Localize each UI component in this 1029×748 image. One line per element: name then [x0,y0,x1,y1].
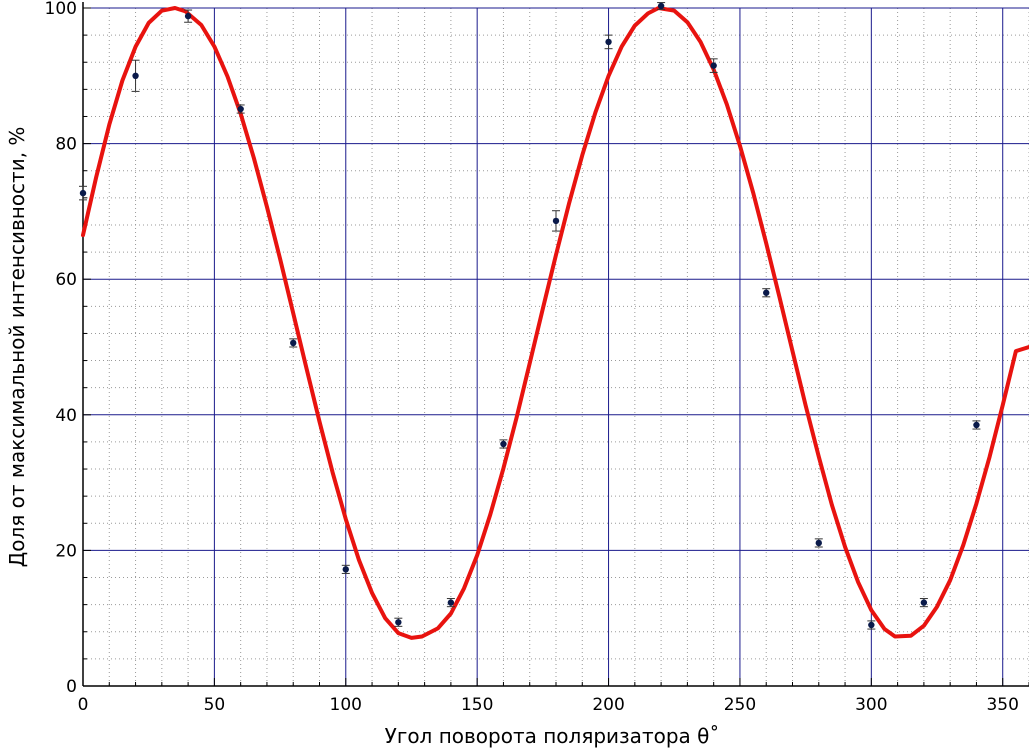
data-point-marker [184,12,192,20]
data-point [289,338,298,348]
data-point-marker [342,566,349,573]
data-point [552,210,560,232]
data-point [446,598,455,608]
data-point-marker [973,421,980,429]
y-tick-label: 20 [55,541,77,561]
data-point [184,9,193,23]
y-axis-title: Доля от максимальной интенсивности, % [5,127,29,568]
x-tick-label: 200 [592,695,624,715]
data-point [499,439,508,449]
data-point-marker [920,599,928,606]
data-point-marker [605,38,612,46]
minor-grid [83,8,1029,686]
data-point-marker [657,2,665,10]
data-points-layer [79,2,981,630]
data-point-marker [500,440,507,448]
data-point [919,598,928,608]
y-tick-label: 60 [55,270,77,290]
y-tick-label: 0 [66,677,77,697]
data-point [814,538,823,548]
data-point [867,620,876,630]
x-tick-label: 250 [724,695,756,715]
data-point [762,288,771,298]
data-point [79,185,87,201]
data-point-marker [79,189,87,197]
data-point-marker [815,539,822,547]
fit-curve-layer [81,6,1029,640]
data-point-marker [290,339,297,347]
data-point-marker [868,621,875,629]
major-grid [83,7,1029,686]
data-point-marker [395,619,402,626]
fit-curve-line [81,6,1029,640]
y-tick-label: 80 [55,135,77,155]
data-point [657,2,666,10]
tick-labels: 0 50 100 150 200 250 300 350 0 20 40 60 80 100 [45,0,1019,715]
x-tick-label: 150 [461,695,493,715]
data-point-marker [132,72,139,80]
x-tick-label: 0 [78,695,89,715]
y-tick-label: 40 [55,406,77,426]
x-tick-label: 100 [330,695,362,715]
x-tick-label: 300 [855,695,887,715]
x-tick-label: 50 [204,695,226,715]
x-tick-label: 350 [986,695,1018,715]
y-tick-label: 100 [45,0,77,19]
data-point [341,564,350,574]
data-point-marker [552,217,560,225]
data-point [394,617,403,627]
data-point [972,420,981,430]
x-axis-title: Угол поворота поляризатора θ˚ [385,724,720,748]
data-point-marker [237,105,244,113]
data-point [709,58,718,73]
data-point-marker [447,599,455,606]
data-point-marker [710,62,717,69]
data-point [236,104,245,114]
data-point [604,34,613,50]
axes [82,2,1029,687]
data-point-marker [763,289,770,296]
data-point [131,59,140,92]
